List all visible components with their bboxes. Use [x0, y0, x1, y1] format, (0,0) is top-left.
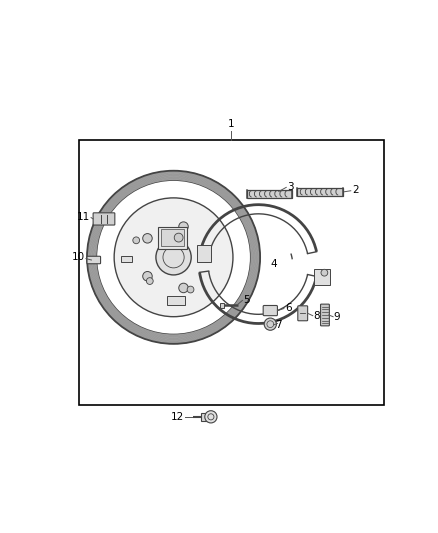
Bar: [220, 303, 224, 308]
Circle shape: [143, 233, 152, 243]
Text: 2: 2: [352, 185, 358, 196]
Bar: [247, 190, 293, 198]
FancyBboxPatch shape: [298, 306, 307, 321]
Text: 5: 5: [243, 295, 250, 305]
Bar: [197, 245, 212, 262]
Text: 3: 3: [287, 182, 294, 192]
Circle shape: [205, 411, 217, 423]
Text: 1: 1: [228, 119, 235, 130]
Circle shape: [174, 233, 183, 242]
Text: 10: 10: [72, 252, 85, 262]
Text: 4: 4: [270, 259, 277, 269]
FancyBboxPatch shape: [158, 227, 187, 249]
FancyBboxPatch shape: [87, 256, 101, 264]
Text: 7: 7: [275, 320, 281, 330]
Text: 6: 6: [285, 303, 292, 313]
Circle shape: [143, 271, 152, 281]
Circle shape: [321, 269, 328, 276]
Circle shape: [179, 222, 188, 231]
Bar: [78, 140, 384, 405]
Bar: [201, 413, 208, 421]
Circle shape: [264, 318, 276, 330]
Text: 12: 12: [171, 412, 184, 422]
Bar: [167, 296, 185, 305]
Circle shape: [146, 278, 153, 285]
Bar: [161, 229, 184, 246]
Circle shape: [201, 253, 211, 262]
Circle shape: [187, 286, 194, 293]
FancyBboxPatch shape: [93, 213, 115, 225]
Circle shape: [97, 181, 250, 334]
Circle shape: [156, 240, 191, 275]
Text: 9: 9: [334, 312, 340, 322]
Bar: [297, 188, 343, 196]
FancyBboxPatch shape: [321, 304, 329, 326]
FancyBboxPatch shape: [263, 305, 277, 316]
Text: 11: 11: [77, 212, 90, 222]
Text: 8: 8: [314, 311, 320, 321]
Bar: [121, 256, 132, 262]
Bar: [314, 269, 331, 285]
Circle shape: [179, 283, 188, 293]
Circle shape: [114, 198, 233, 317]
Circle shape: [133, 237, 140, 244]
